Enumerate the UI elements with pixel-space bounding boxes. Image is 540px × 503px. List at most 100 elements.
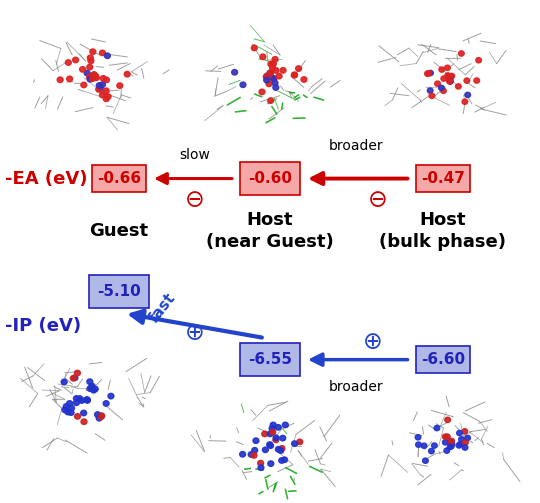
- Circle shape: [456, 443, 462, 448]
- Circle shape: [447, 444, 453, 450]
- Circle shape: [99, 413, 105, 418]
- Circle shape: [98, 414, 104, 420]
- Circle shape: [448, 440, 454, 445]
- Circle shape: [465, 435, 470, 441]
- Circle shape: [94, 412, 100, 417]
- Circle shape: [92, 386, 98, 392]
- Circle shape: [280, 67, 286, 73]
- Circle shape: [279, 446, 285, 451]
- Circle shape: [281, 457, 287, 462]
- Circle shape: [462, 445, 468, 450]
- Text: Host
(bulk phase): Host (bulk phase): [379, 211, 507, 252]
- Circle shape: [69, 405, 75, 411]
- Circle shape: [117, 83, 123, 89]
- Circle shape: [93, 73, 98, 79]
- Circle shape: [91, 387, 97, 393]
- Circle shape: [103, 88, 109, 94]
- Circle shape: [444, 434, 450, 439]
- Circle shape: [427, 88, 433, 93]
- Circle shape: [259, 89, 265, 95]
- Circle shape: [99, 92, 105, 98]
- Circle shape: [465, 92, 470, 98]
- Circle shape: [68, 410, 74, 415]
- Circle shape: [292, 441, 298, 446]
- Circle shape: [268, 61, 274, 67]
- Circle shape: [104, 77, 110, 82]
- Circle shape: [267, 431, 273, 437]
- Circle shape: [446, 75, 452, 80]
- Circle shape: [262, 431, 268, 437]
- Circle shape: [90, 49, 96, 54]
- Text: -6.60: -6.60: [421, 352, 465, 367]
- Circle shape: [81, 419, 87, 425]
- Circle shape: [268, 98, 274, 103]
- Circle shape: [252, 448, 258, 453]
- Circle shape: [448, 79, 453, 84]
- Text: broader: broader: [329, 139, 384, 153]
- Circle shape: [458, 437, 464, 442]
- FancyBboxPatch shape: [89, 275, 148, 308]
- Circle shape: [448, 440, 453, 445]
- Circle shape: [447, 74, 453, 79]
- Circle shape: [62, 407, 68, 412]
- Circle shape: [260, 54, 266, 59]
- Circle shape: [100, 75, 106, 81]
- Circle shape: [441, 76, 447, 81]
- Circle shape: [61, 379, 67, 385]
- Circle shape: [429, 93, 435, 99]
- Circle shape: [258, 460, 264, 466]
- Circle shape: [292, 72, 298, 78]
- Circle shape: [464, 78, 470, 83]
- Circle shape: [423, 458, 428, 463]
- Circle shape: [474, 78, 480, 83]
- Circle shape: [462, 99, 468, 104]
- Circle shape: [457, 431, 462, 436]
- Circle shape: [84, 397, 90, 402]
- Circle shape: [87, 74, 92, 80]
- Circle shape: [276, 73, 282, 79]
- Circle shape: [448, 75, 453, 80]
- Text: Guest: Guest: [89, 222, 148, 240]
- Circle shape: [273, 67, 279, 73]
- Circle shape: [275, 447, 281, 452]
- Circle shape: [65, 409, 71, 415]
- Circle shape: [449, 442, 455, 447]
- Circle shape: [444, 65, 450, 70]
- Circle shape: [87, 76, 93, 82]
- Circle shape: [75, 370, 80, 376]
- Circle shape: [448, 444, 454, 449]
- Text: -0.60: -0.60: [248, 171, 292, 186]
- Text: ⊖: ⊖: [368, 188, 388, 212]
- Circle shape: [442, 440, 448, 445]
- Text: -0.47: -0.47: [421, 171, 465, 186]
- Text: broader: broader: [329, 380, 384, 394]
- Circle shape: [456, 84, 461, 89]
- Circle shape: [272, 57, 278, 62]
- Circle shape: [458, 51, 464, 56]
- FancyBboxPatch shape: [240, 162, 300, 195]
- Circle shape: [297, 439, 303, 445]
- Circle shape: [282, 422, 288, 428]
- Circle shape: [103, 96, 109, 102]
- Circle shape: [87, 64, 93, 70]
- Circle shape: [445, 417, 450, 423]
- Circle shape: [73, 57, 78, 63]
- Circle shape: [270, 422, 276, 428]
- Text: Host
(near Guest): Host (near Guest): [206, 211, 334, 252]
- Circle shape: [67, 76, 72, 81]
- Circle shape: [447, 78, 453, 84]
- Circle shape: [267, 70, 273, 75]
- Circle shape: [266, 81, 272, 87]
- Circle shape: [415, 435, 421, 440]
- Circle shape: [93, 75, 99, 80]
- Circle shape: [70, 376, 76, 381]
- Circle shape: [448, 74, 454, 80]
- Circle shape: [88, 58, 94, 63]
- Circle shape: [75, 413, 80, 419]
- Circle shape: [271, 76, 277, 81]
- Circle shape: [272, 80, 278, 86]
- Circle shape: [449, 73, 455, 78]
- Circle shape: [275, 425, 281, 430]
- Circle shape: [447, 78, 453, 84]
- Circle shape: [435, 81, 440, 87]
